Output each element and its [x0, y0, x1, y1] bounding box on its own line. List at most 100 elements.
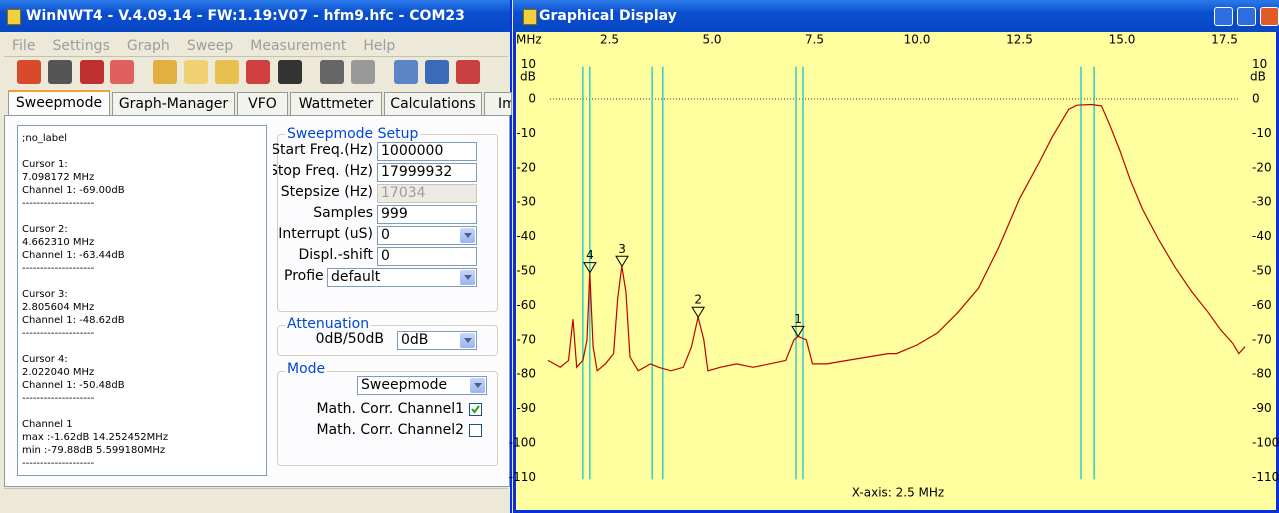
- trace-line: [547, 103, 1246, 372]
- tool-button[interactable]: [80, 60, 104, 84]
- x-tick-label: 15.0: [1109, 33, 1136, 47]
- combo-box[interactable]: 0dB: [397, 331, 477, 350]
- menu-bar: File Settings Graph Sweep Measurement Help: [12, 35, 412, 54]
- info-line: Channel 1: -48.62dB: [22, 315, 125, 326]
- info-block: Cursor 1: 7.098172 MHz Channel 1: -69.00dB…: [22, 158, 266, 210]
- info-line: --------------------: [22, 263, 95, 274]
- x-axis-caption: X-axis: 2.5 MHz: [852, 486, 944, 500]
- title-bar: WinNWT4 - V.4.09.14 - FW:1.19:V07 - hfm9…: [0, 0, 510, 32]
- combo-value: Sweepmode: [361, 377, 448, 393]
- tool-button[interactable]: [110, 60, 134, 84]
- info-line: max :-1.62dB 14.252452MHz: [22, 432, 169, 443]
- text-input[interactable]: 17999932: [377, 163, 477, 182]
- y-tick-label: -50: [516, 264, 536, 278]
- tab[interactable]: Wattmeter: [290, 92, 382, 115]
- cursor-marker-label: 3: [618, 242, 626, 256]
- window-title: WinNWT4 - V.4.09.14 - FW:1.19:V07 - hfm9…: [26, 8, 465, 24]
- y-tick-label: -90: [516, 401, 536, 415]
- attenuation-group: [277, 325, 498, 356]
- info-line: Channel 1: [22, 419, 73, 430]
- tool-button[interactable]: [215, 60, 239, 84]
- text-input[interactable]: 0: [377, 247, 477, 266]
- menu-item[interactable]: Settings: [52, 38, 110, 54]
- cursor-marker: [615, 255, 629, 268]
- y-tick-label: 10: [1252, 57, 1267, 71]
- field-label: Stop Freq. (Hz): [273, 163, 373, 179]
- y-tick-label: -100: [1252, 436, 1279, 450]
- check-row: Math. Corr. Channel1: [0, 401, 464, 420]
- y-tick-label: -70: [516, 332, 536, 346]
- combo-box[interactable]: default: [327, 268, 477, 287]
- field-label: Start Freq.(Hz): [273, 142, 373, 158]
- info-block: Cursor 3: 2.805604 MHz Channel 1: -48.62dB…: [22, 288, 266, 340]
- tab[interactable]: Calculations: [384, 92, 482, 115]
- tool-button[interactable]: [425, 60, 449, 84]
- tool-button[interactable]: [184, 60, 208, 84]
- x-tick-label: 5.0: [702, 33, 721, 47]
- check-label: Math. Corr. Channel2: [316, 422, 464, 438]
- main-window: WinNWT4 - V.4.09.14 - FW:1.19:V07 - hfm9…: [0, 0, 512, 513]
- y-tick-label: -60: [516, 298, 536, 312]
- info-line: --------------------: [22, 198, 95, 209]
- minimize-button[interactable]: [1214, 7, 1233, 26]
- combo-box[interactable]: Sweepmode: [357, 376, 487, 395]
- info-line: 7.098172 MHz: [22, 172, 95, 183]
- field-value: 999: [381, 206, 408, 222]
- tool-button[interactable]: [153, 60, 177, 84]
- field-row: Interrupt (uS): [0, 226, 373, 245]
- tool-button[interactable]: [320, 60, 344, 84]
- info-line: --------------------: [22, 393, 95, 404]
- x-tick-label: 17.5: [1211, 33, 1238, 47]
- maximize-button[interactable]: [1237, 7, 1256, 26]
- menu-item[interactable]: Sweep: [186, 38, 234, 54]
- y-tick-label: 10: [521, 57, 536, 71]
- y-tick-label: -30: [1252, 195, 1272, 209]
- x-tick-label: 7.5: [805, 33, 824, 47]
- window-title: Graphical Display: [539, 8, 677, 24]
- field-value: 0: [381, 248, 390, 264]
- info-block: Channel 1 max :-1.62dB 14.252452MHz min :-…: [22, 418, 266, 470]
- info-block: Cursor 2: 4.662310 MHz Channel 1: -63.44dB…: [22, 223, 266, 275]
- tool-button[interactable]: [351, 60, 375, 84]
- x-unit: MHz: [516, 33, 542, 47]
- y-tick-label: -20: [1252, 160, 1272, 174]
- tab[interactable]: Sweepmode: [8, 90, 110, 116]
- y-tick-label: -110: [1252, 470, 1279, 484]
- y-unit: dB: [520, 70, 536, 84]
- text-input[interactable]: 1000000: [377, 142, 477, 161]
- cursor-marker: [791, 325, 805, 338]
- y-tick-label: -40: [516, 229, 536, 243]
- checkbox[interactable]: [469, 403, 482, 416]
- tab[interactable]: Im: [484, 92, 512, 115]
- title-bar: Graphical Display: [513, 0, 1279, 32]
- checkbox[interactable]: [469, 424, 482, 437]
- menu-item[interactable]: Measurement: [250, 38, 347, 54]
- y-unit: dB: [1250, 70, 1266, 84]
- field-label: Displ.-shift: [298, 247, 373, 263]
- tool-button[interactable]: [456, 60, 480, 84]
- cursor-marker-label: 1: [794, 312, 802, 326]
- tool-button[interactable]: [17, 60, 41, 84]
- info-line: ;no_label: [22, 133, 68, 144]
- combo-box[interactable]: 0: [377, 226, 477, 245]
- info-text: ;no_label Cursor 1: 7.098172 MHz Channel 1:…: [17, 125, 267, 476]
- tab[interactable]: VFO: [237, 92, 288, 115]
- info-line: --------------------: [22, 458, 95, 469]
- tab[interactable]: Graph-Manager: [112, 92, 235, 115]
- info-line: Cursor 1:: [22, 159, 68, 170]
- field-label: Profie: [284, 268, 324, 284]
- field-label: Interrupt (uS): [278, 226, 373, 242]
- tool-button[interactable]: [394, 60, 418, 84]
- group-title: Sweepmode Setup: [285, 126, 421, 142]
- tool-button[interactable]: [246, 60, 270, 84]
- text-input[interactable]: 999: [377, 205, 477, 224]
- menu-item[interactable]: Help: [363, 38, 396, 54]
- info-block: ;no_label: [22, 132, 266, 145]
- tool-button[interactable]: [278, 60, 302, 84]
- tool-button[interactable]: [48, 60, 72, 84]
- y-tick-label: -20: [516, 160, 536, 174]
- menu-item[interactable]: Graph: [126, 38, 170, 54]
- menu-item[interactable]: File: [12, 38, 36, 54]
- y-tick-label: -40: [1252, 229, 1272, 243]
